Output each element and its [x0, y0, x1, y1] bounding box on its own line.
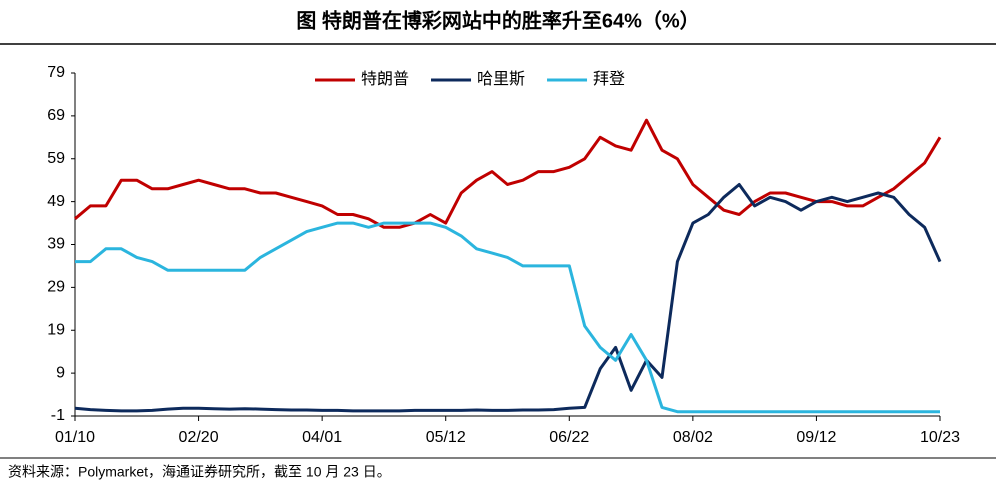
y-tick-label: 59 — [47, 150, 65, 167]
x-tick-label: 01/10 — [55, 429, 95, 446]
y-tick-label: 9 — [56, 364, 65, 381]
series-line — [75, 221, 940, 414]
y-tick-label: 79 — [47, 64, 65, 81]
y-tick-label: -1 — [51, 407, 65, 424]
source-note: 资料来源：Polymarket，海通证券研究所，截至 10 月 23 日。 — [8, 464, 391, 480]
x-tick-label: 02/20 — [179, 429, 219, 446]
x-tick-label: 05/12 — [426, 429, 466, 446]
legend-label: 拜登 — [593, 70, 625, 88]
y-tick-label: 39 — [47, 236, 65, 253]
legend-label: 特朗普 — [361, 70, 409, 88]
x-tick-label: 09/12 — [796, 429, 836, 446]
y-tick-label: 49 — [47, 193, 65, 210]
y-tick-label: 69 — [47, 107, 65, 124]
x-tick-label: 06/22 — [549, 429, 589, 446]
y-tick-label: 29 — [47, 279, 65, 296]
series-line — [74, 118, 942, 229]
legend-label: 哈里斯 — [477, 70, 525, 88]
x-tick-label: 08/02 — [673, 429, 713, 446]
x-tick-label: 10/23 — [920, 429, 960, 446]
chart-title: 图 特朗普在博彩网站中的胜率升至64%（%） — [296, 8, 699, 32]
series-line — [74, 183, 942, 413]
x-tick-label: 04/01 — [302, 429, 342, 446]
y-tick-label: 19 — [47, 321, 65, 338]
